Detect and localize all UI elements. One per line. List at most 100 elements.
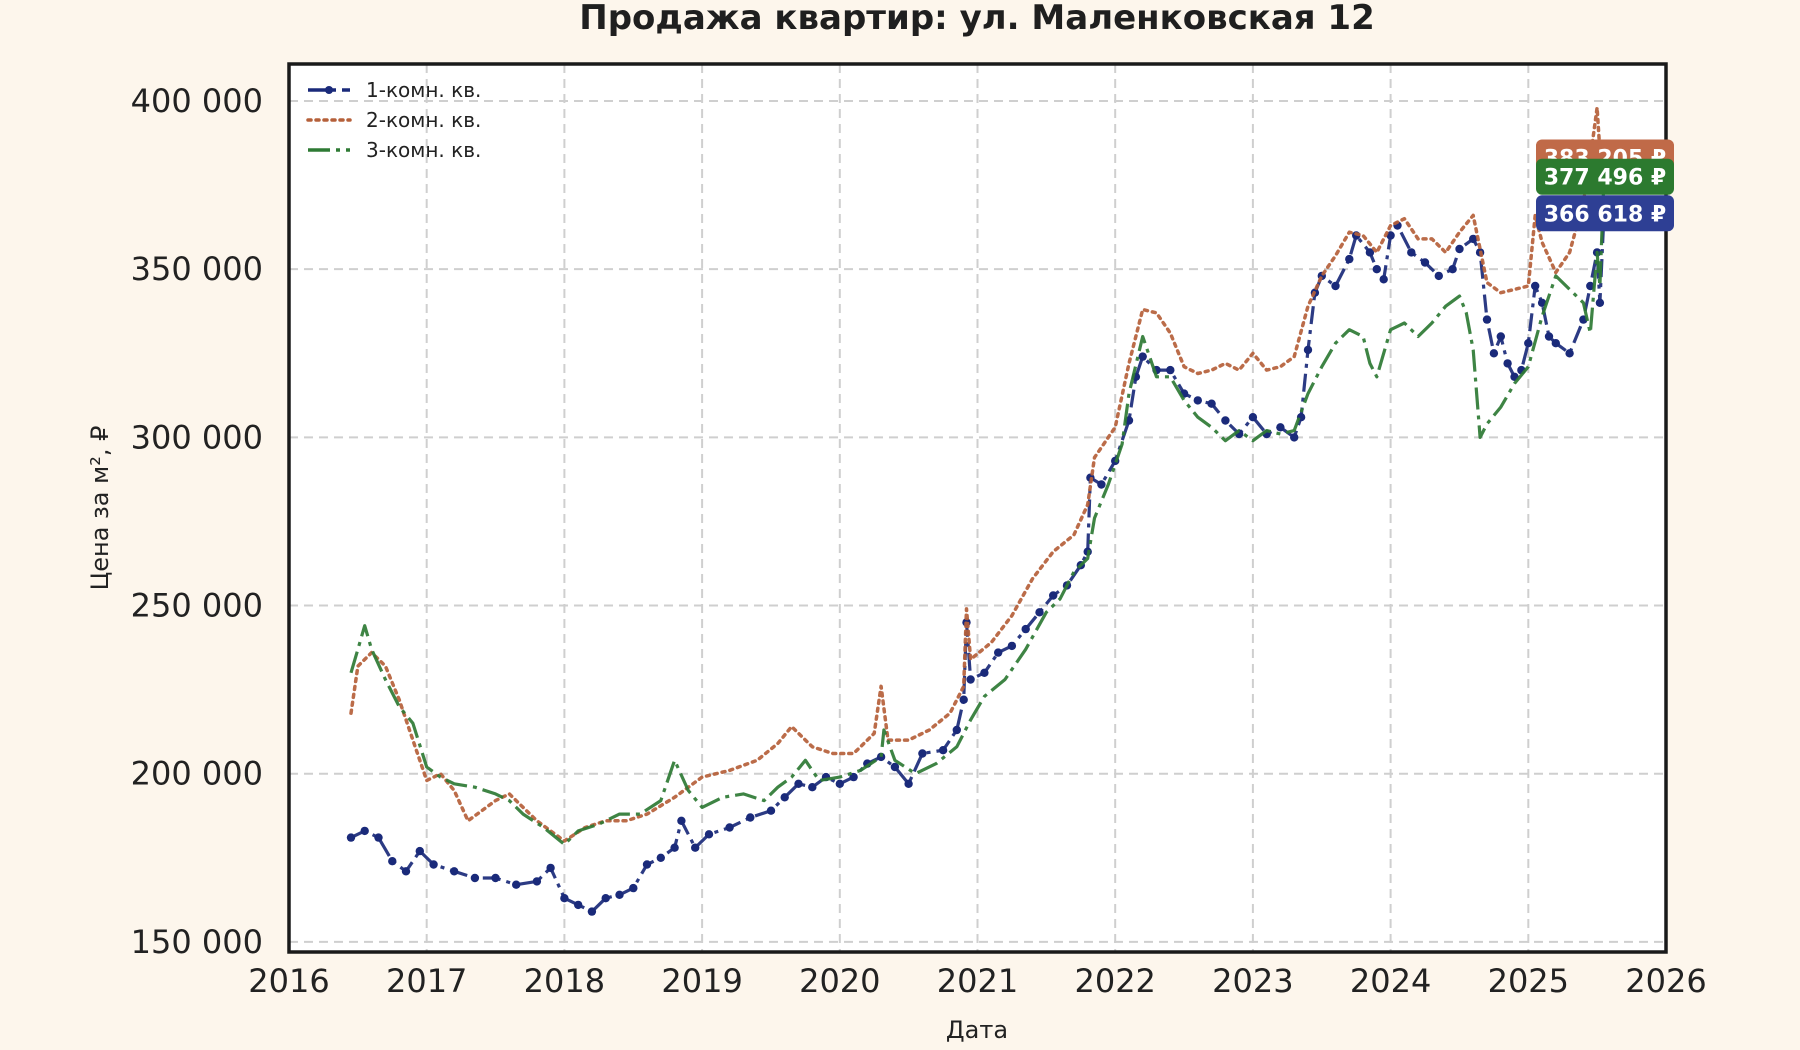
point-1-комн-кв-5 bbox=[415, 846, 424, 856]
point-1-комн-кв-80 bbox=[1386, 231, 1395, 240]
point-1-комн-кв-0 bbox=[346, 833, 356, 842]
point-1-комн-кв-20 bbox=[656, 853, 665, 862]
point-1-комн-кв-29 bbox=[794, 779, 803, 788]
series-line-1-комн-кв bbox=[350, 213, 1606, 914]
point-1-комн-кв-38 bbox=[918, 749, 927, 758]
y-tick-label-400000: 400 000 bbox=[131, 82, 263, 120]
point-1-комн-кв-44 bbox=[980, 668, 989, 677]
point-1-комн-кв-63 bbox=[1207, 399, 1216, 408]
x-tick-label-2021: 2021 bbox=[937, 962, 1018, 1000]
point-1-комн-кв-10 bbox=[512, 880, 521, 889]
x-tick-label-2019: 2019 bbox=[661, 962, 742, 1000]
last-value-badge-1-комн-кв bbox=[1536, 195, 1674, 232]
point-1-комн-кв-6 bbox=[429, 860, 438, 869]
legend: 1-комн. кв. 2-комн. кв. 3-комн. кв. bbox=[306, 78, 481, 162]
point-1-комн-кв-77 bbox=[1365, 248, 1375, 257]
point-1-комн-кв-87 bbox=[1469, 234, 1478, 244]
x-tick-label-2020: 2020 bbox=[799, 962, 880, 1000]
point-1-комн-кв-25 bbox=[725, 823, 734, 832]
point-1-комн-кв-9 bbox=[491, 873, 500, 883]
point-1-комн-кв-1 bbox=[360, 826, 369, 836]
point-1-комн-кв-28 bbox=[780, 793, 789, 802]
point-1-комн-кв-23 bbox=[691, 843, 700, 852]
point-1-комн-кв-17 bbox=[615, 890, 624, 899]
point-1-комн-кв-99 bbox=[1551, 339, 1561, 348]
chart-title: Продажа квартир: ул. Маленковская 12 bbox=[579, 0, 1375, 38]
point-1-комн-кв-90 bbox=[1489, 349, 1499, 358]
x-tick-label-2026: 2026 bbox=[1625, 962, 1706, 1000]
point-1-комн-кв-104 bbox=[1595, 298, 1605, 307]
x-tick-label-2023: 2023 bbox=[1212, 962, 1293, 1000]
point-1-комн-кв-16 bbox=[601, 894, 610, 903]
point-1-комн-кв-100 bbox=[1565, 349, 1574, 358]
point-1-комн-кв-3 bbox=[388, 857, 397, 866]
point-1-комн-кв-58 bbox=[1138, 352, 1147, 361]
point-1-комн-кв-84 bbox=[1434, 271, 1444, 281]
point-1-комн-кв-39 bbox=[938, 746, 948, 755]
x-tick-label-2024: 2024 bbox=[1350, 962, 1431, 1000]
point-1-комн-кв-2 bbox=[374, 833, 383, 842]
point-1-комн-кв-47 bbox=[1021, 624, 1030, 634]
point-1-комн-кв-75 bbox=[1345, 254, 1354, 264]
point-1-комн-кв-85 bbox=[1448, 265, 1457, 274]
point-1-комн-кв-97 bbox=[1537, 298, 1547, 307]
point-1-комн-кв-48 bbox=[1035, 608, 1044, 617]
point-1-комн-кв-86 bbox=[1455, 244, 1464, 254]
point-1-комн-кв-74 bbox=[1331, 281, 1340, 291]
point-1-комн-кв-22 bbox=[677, 816, 686, 825]
y-tick-label-350000: 350 000 bbox=[131, 250, 263, 288]
x-axis-label: Дата bbox=[946, 1016, 1008, 1044]
point-1-комн-кв-96 bbox=[1531, 281, 1540, 291]
point-1-комн-кв-32 bbox=[835, 779, 844, 788]
point-1-комн-кв-36 bbox=[890, 762, 900, 772]
point-1-комн-кв-98 bbox=[1544, 332, 1554, 341]
point-1-комн-кв-7 bbox=[450, 867, 459, 876]
point-1-комн-кв-40 bbox=[952, 725, 961, 735]
point-1-комн-кв-62 bbox=[1193, 396, 1203, 405]
legend-label-2-комн-кв: 2-комн. кв. bbox=[366, 108, 481, 132]
point-1-комн-кв-33 bbox=[849, 772, 858, 782]
point-1-комн-кв-46 bbox=[1007, 641, 1017, 651]
point-1-комн-кв-18 bbox=[629, 883, 638, 893]
y-tick-label-300000: 300 000 bbox=[131, 418, 263, 456]
last-value-label-3-комн-кв: 377 496 ₽ bbox=[1544, 166, 1666, 191]
y-axis-label: Цена за м², ₽ bbox=[86, 426, 114, 591]
x-tick-label-2016: 2016 bbox=[248, 962, 329, 1000]
y-tick-label-250000: 250 000 bbox=[131, 587, 263, 625]
x-tick-label-2018: 2018 bbox=[524, 962, 605, 1000]
point-1-комн-кв-13 bbox=[560, 894, 569, 903]
point-1-комн-кв-82 bbox=[1407, 248, 1416, 257]
point-1-комн-кв-15 bbox=[587, 907, 597, 916]
point-1-комн-кв-4 bbox=[401, 867, 411, 876]
point-1-комн-кв-41 bbox=[959, 695, 968, 704]
point-1-комн-кв-49 bbox=[1049, 591, 1058, 600]
last-value-label-1-комн-кв: 366 618 ₽ bbox=[1544, 202, 1666, 227]
point-1-комн-кв-37 bbox=[904, 779, 913, 788]
last-value-badge-3-комн-кв bbox=[1536, 158, 1674, 195]
point-1-комн-кв-71 bbox=[1303, 345, 1313, 355]
x-tick-label-2017: 2017 bbox=[386, 962, 467, 1000]
point-1-комн-кв-27 bbox=[766, 806, 776, 815]
point-1-комн-кв-8 bbox=[470, 873, 480, 883]
tick-labels: 2016 2017 2018 2019 2020 2021 2022 2023 2024 2025… bbox=[131, 82, 1707, 1000]
point-1-комн-кв-12 bbox=[546, 863, 555, 873]
point-1-комн-кв-91 bbox=[1496, 332, 1506, 341]
point-1-комн-кв-45 bbox=[994, 648, 1003, 657]
series-line-3-комн-кв bbox=[349, 176, 1606, 846]
legend-label-1-комн-кв: 1-комн. кв. bbox=[366, 78, 481, 102]
point-1-комн-кв-35 bbox=[876, 752, 886, 762]
point-1-комн-кв-19 bbox=[642, 860, 652, 869]
point-1-комн-кв-43 bbox=[966, 675, 975, 684]
point-1-комн-кв-95 bbox=[1524, 339, 1533, 348]
point-1-комн-кв-11 bbox=[532, 877, 542, 886]
last-value-badges: 383 205 ₽377 496 ₽366 618 ₽ bbox=[1536, 139, 1674, 232]
point-1-комн-кв-92 bbox=[1503, 359, 1512, 368]
point-1-комн-кв-14 bbox=[574, 900, 583, 910]
y-tick-label-200000: 200 000 bbox=[131, 755, 263, 793]
y-tick-label-150000: 150 000 bbox=[131, 923, 263, 961]
point-1-комн-кв-102 bbox=[1586, 281, 1595, 291]
point-1-комн-кв-26 bbox=[746, 813, 755, 822]
x-tick-label-2022: 2022 bbox=[1074, 962, 1155, 1000]
